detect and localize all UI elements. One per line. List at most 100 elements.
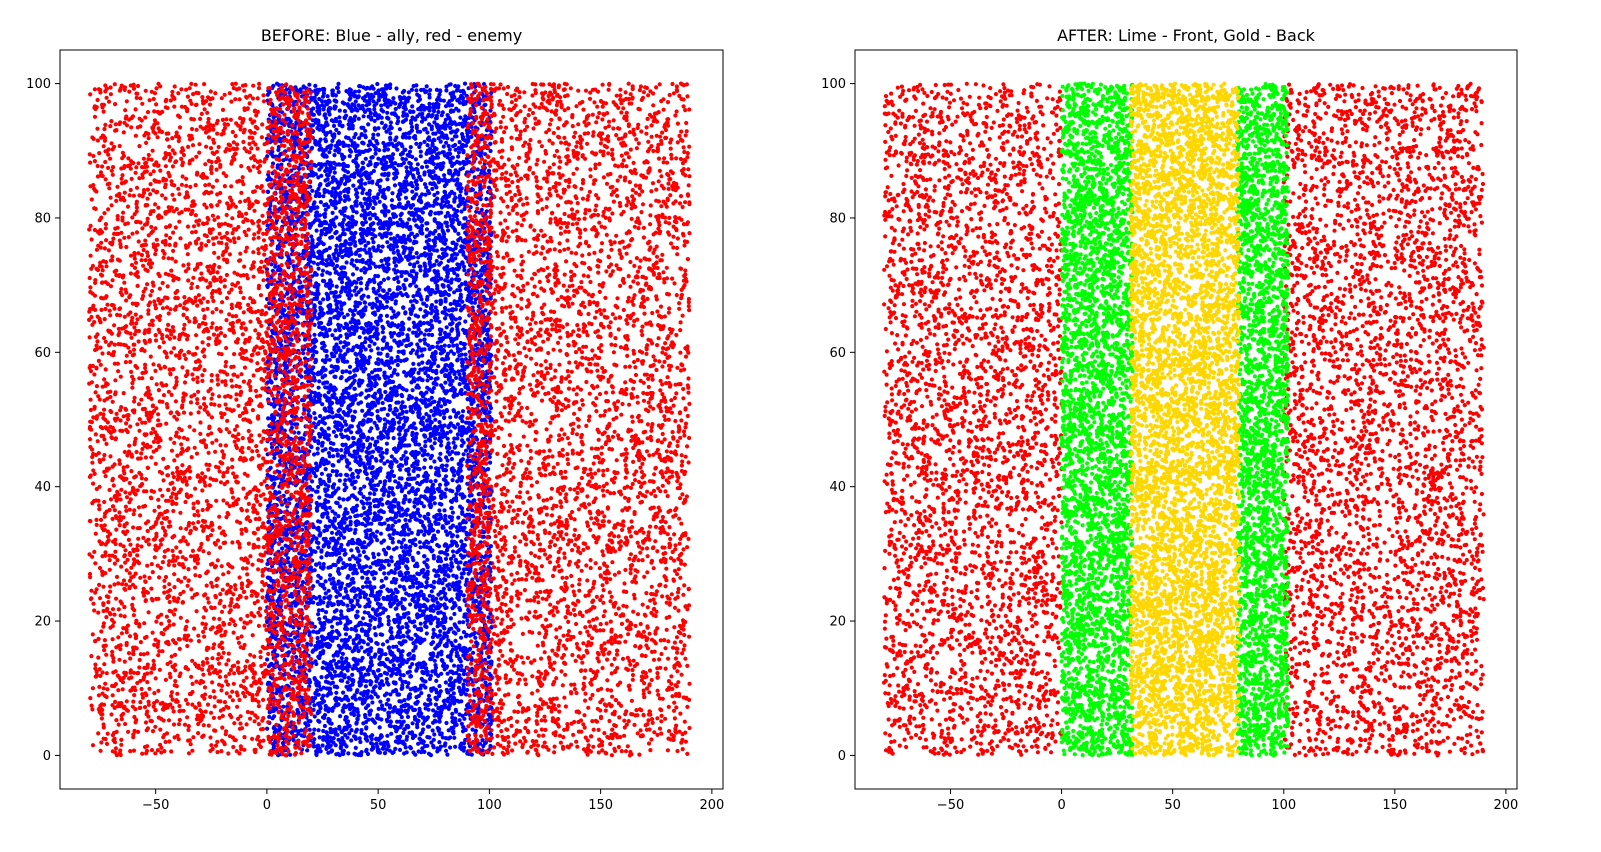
scatter-point	[162, 156, 167, 161]
scatter-point	[602, 702, 608, 707]
scatter-point	[206, 116, 211, 122]
scatter-point	[111, 483, 116, 488]
scatter-point	[556, 126, 561, 131]
scatter-point	[171, 346, 177, 351]
scatter-point	[554, 148, 560, 154]
scatter-point	[108, 195, 113, 200]
scatter-point	[208, 146, 214, 151]
scatter-point	[148, 265, 153, 270]
scatter-point	[140, 482, 145, 487]
chart-1: BEFORE: Blue - ally, red - enemy−50 0 50 10…	[26, 26, 724, 813]
scatter-point	[654, 367, 659, 373]
scatter-point	[135, 422, 140, 427]
scatter-point	[632, 592, 637, 598]
scatter-point	[118, 242, 123, 247]
scatter-point	[177, 192, 182, 197]
scatter-point	[247, 691, 252, 697]
scatter-point	[167, 158, 172, 163]
scatter-point	[200, 321, 205, 326]
scatter-point	[571, 329, 576, 334]
scatter-point	[250, 449, 255, 454]
scatter-point	[261, 231, 266, 236]
scatter-point	[194, 333, 199, 338]
scatter-point	[179, 104, 184, 109]
scatter-point	[113, 418, 118, 423]
scatter-point	[175, 453, 180, 458]
scatter-point	[182, 722, 188, 727]
scatter-point	[261, 278, 266, 283]
scatter-point	[660, 696, 665, 701]
scatter-point	[548, 309, 554, 314]
scatter-point	[140, 101, 145, 106]
scatter-point	[109, 141, 114, 146]
scatter-point	[215, 156, 221, 161]
scatter-point	[570, 115, 575, 120]
scatter-point	[213, 464, 219, 469]
scatter-point	[124, 627, 129, 632]
scatter-point	[191, 199, 196, 204]
scatter-point	[136, 161, 141, 166]
scatter-point	[673, 656, 679, 661]
scatter-point	[526, 249, 532, 254]
scatter-point	[244, 508, 250, 513]
scatter-point	[193, 82, 198, 87]
scatter-point	[132, 325, 137, 330]
scatter-point	[262, 479, 267, 484]
scatter-point	[507, 364, 513, 369]
scatter-point	[163, 99, 168, 104]
scatter-point	[141, 156, 146, 161]
scatter-point	[217, 682, 222, 687]
scatter-point	[583, 625, 588, 630]
scatter-point	[657, 657, 662, 662]
scatter-point	[664, 470, 669, 475]
scatter-point	[192, 316, 197, 321]
scatter-point	[672, 532, 677, 537]
scatter-point	[136, 505, 142, 510]
scatter-point	[165, 595, 170, 601]
scatter-point	[522, 104, 527, 109]
scatter-point	[142, 621, 147, 626]
scatter-point	[687, 144, 692, 149]
scatter-point	[159, 621, 164, 626]
scatter-point	[557, 625, 563, 630]
scatter-point	[104, 441, 109, 446]
scatter-point	[139, 472, 144, 477]
scatter-point	[250, 408, 255, 413]
scatter-point	[628, 534, 634, 539]
scatter-point	[154, 531, 159, 536]
scatter-point	[98, 459, 103, 465]
scatter-point	[232, 721, 237, 726]
scatter-point	[87, 552, 92, 557]
scatter-point	[595, 115, 600, 120]
scatter-point	[89, 314, 94, 320]
scatter-point	[600, 488, 606, 493]
scatter-point	[141, 247, 146, 253]
scatter-point	[153, 202, 158, 207]
scatter-point	[631, 279, 636, 284]
scatter-point	[124, 640, 129, 646]
scatter-point	[203, 692, 208, 697]
scatter-point	[525, 728, 531, 734]
scatter-point	[120, 156, 125, 161]
scatter-point	[227, 252, 232, 257]
scatter-point	[210, 321, 215, 326]
scatter-point	[94, 366, 99, 371]
scatter-point	[189, 126, 195, 132]
scatter-point	[200, 621, 205, 626]
scatter-point	[162, 627, 167, 632]
scatter-point	[245, 613, 250, 619]
scatter-point	[160, 239, 165, 245]
scatter-point	[258, 655, 263, 660]
scatter-point	[235, 704, 240, 709]
scatter-point	[108, 124, 113, 129]
scatter-point	[113, 226, 118, 231]
scatter-point	[97, 151, 102, 156]
scatter-point	[101, 109, 106, 114]
scatter-point	[221, 529, 226, 534]
scatter-point	[223, 364, 228, 369]
scatter-point	[113, 390, 118, 395]
scatter-point	[99, 716, 104, 721]
scatter-point	[164, 225, 169, 230]
scatter-point	[112, 554, 118, 560]
scatter-point	[256, 224, 261, 229]
